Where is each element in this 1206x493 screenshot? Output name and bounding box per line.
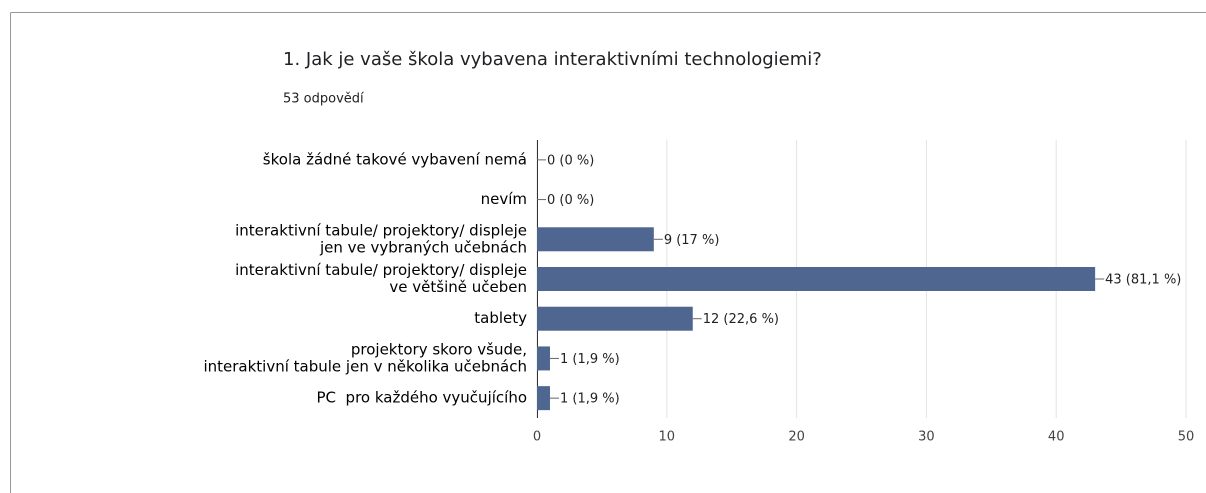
value-label: 12 (22,6 %) <box>703 312 779 327</box>
category-label: ve většině učeben <box>389 278 527 296</box>
category-label: PC pro každého vyučujícího <box>317 389 528 407</box>
bar <box>537 267 1096 291</box>
bar <box>537 346 550 371</box>
chart-subtitle: 53 odpovědí <box>283 92 364 107</box>
category-label: jen ve vybraných učebnách <box>319 238 527 256</box>
category-label: škola žádné takové vybavení nemá <box>263 150 527 168</box>
x-tick-label: 0 <box>533 430 541 445</box>
bar <box>537 227 654 252</box>
category-label: interaktivní tabule/ projektory/ displej… <box>235 261 527 279</box>
category-label: tablety <box>474 309 527 327</box>
x-tick-label: 30 <box>918 430 935 445</box>
value-label: 1 (1,9 %) <box>560 392 620 407</box>
chart-title: 1. Jak je vaše škola vybavena interaktiv… <box>283 49 822 70</box>
category-label: interaktivní tabule jen v několika učebn… <box>203 357 527 375</box>
bar <box>537 306 693 331</box>
category-label: projektory skoro všude, <box>351 340 527 358</box>
x-tick-label: 50 <box>1178 430 1195 445</box>
category-label: nevím <box>481 190 527 208</box>
x-tick-label: 10 <box>659 430 676 445</box>
category-label: interaktivní tabule/ projektory/ displej… <box>235 221 527 239</box>
value-label: 1 (1,9 %) <box>560 352 620 367</box>
x-tick-label: 20 <box>788 430 805 445</box>
bar <box>537 386 550 411</box>
value-label: 0 (0 %) <box>547 193 594 208</box>
x-tick-label: 40 <box>1048 430 1065 445</box>
value-label: 0 (0 %) <box>547 153 594 168</box>
value-label: 9 (17 %) <box>664 233 720 248</box>
value-label: 43 (81,1 %) <box>1105 273 1181 288</box>
